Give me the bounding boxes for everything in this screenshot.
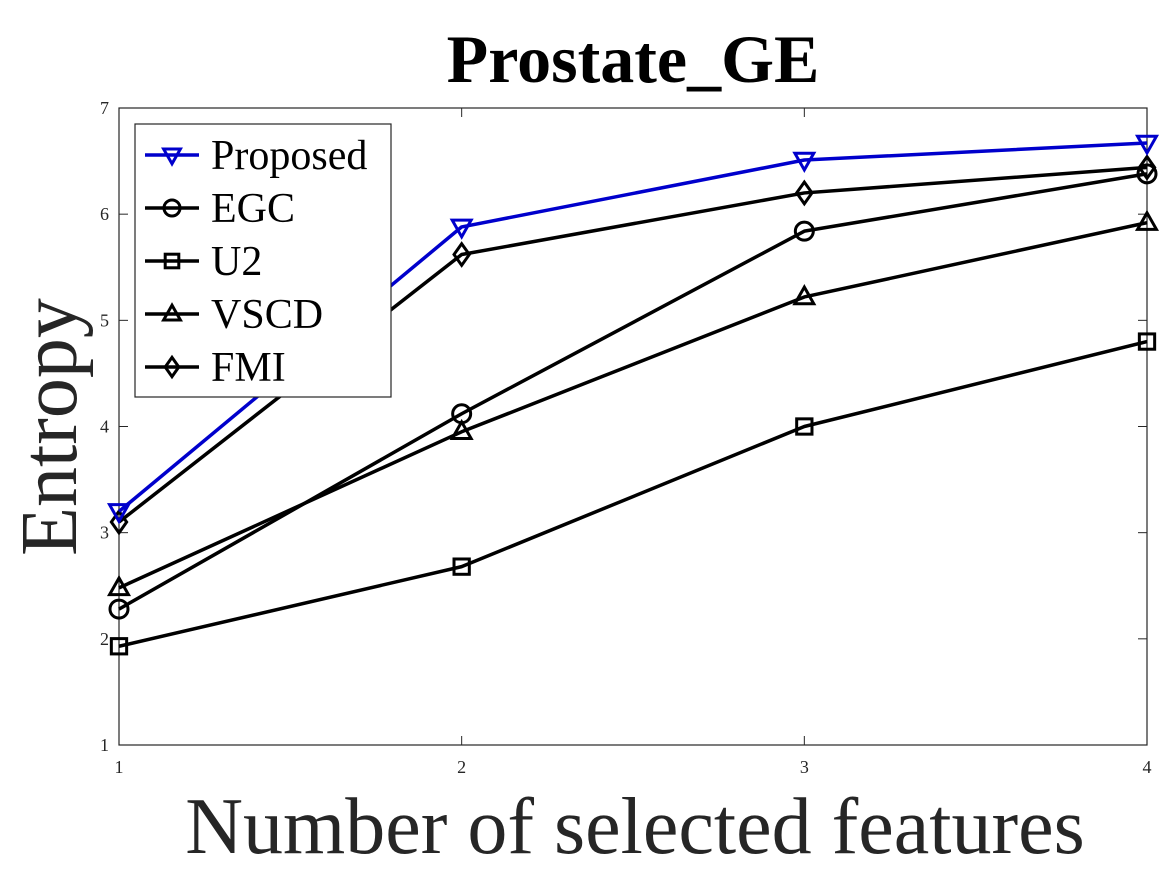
legend-item-fmi: FMI (145, 345, 286, 391)
series-line-vscd (118, 220, 1148, 590)
data-point-fmi (1137, 154, 1157, 181)
data-point-proposed (449, 218, 474, 240)
legend-marker-egc (162, 198, 182, 218)
series-u2 (109, 332, 1157, 656)
data-point-proposed (1134, 134, 1160, 156)
y-tick-label: 2 (100, 629, 109, 649)
data-point-proposed (106, 503, 132, 525)
data-point-egc (1136, 163, 1158, 185)
x-tick-label: 4 (1143, 757, 1152, 777)
data-point-vscd (1134, 209, 1160, 231)
legend: Proposed EGC U2 VSCD FMI (134, 123, 392, 398)
legend-item-egc: EGC (145, 186, 295, 232)
data-point-u2 (452, 557, 471, 576)
legend-label-fmi: FMI (211, 345, 286, 391)
x-tick-label: 1 (115, 757, 124, 777)
y-tick-label: 6 (100, 204, 109, 224)
legend-item-u2: U2 (145, 239, 262, 285)
y-tick-label: 3 (100, 523, 109, 543)
x-axis-label: Number of selected features (185, 783, 1085, 871)
y-tick-label: 5 (100, 310, 109, 330)
data-point-fmi (794, 179, 814, 207)
data-point-u2 (1137, 332, 1157, 351)
legend-marker-fmi (163, 354, 181, 380)
y-tick-label: 1 (100, 735, 109, 755)
y-axis-label: Entropy (6, 298, 94, 556)
x-tick-label: 3 (800, 757, 809, 777)
x-tick-label: 2 (457, 757, 466, 777)
legend-item-vscd: VSCD (145, 292, 323, 338)
legend-marker-proposed (161, 147, 183, 167)
data-point-vscd (449, 418, 474, 441)
data-point-egc (108, 598, 130, 620)
data-point-vscd (792, 284, 817, 306)
legend-label-vscd: VSCD (211, 292, 323, 338)
data-point-u2 (795, 417, 814, 436)
legend-item-proposed: Proposed (145, 133, 367, 179)
data-point-fmi (452, 241, 472, 268)
y-tick-label: 7 (100, 98, 109, 118)
legend-marker-u2 (163, 252, 181, 270)
axes: 1 2 3 4 1 2 3 4 5 6 7 (100, 98, 1152, 777)
legend-label-u2: U2 (211, 239, 262, 285)
legend-label-proposed: Proposed (211, 133, 367, 179)
legend-label-egc: EGC (211, 186, 295, 232)
chart-title: Prostate_GE (447, 21, 820, 97)
data-point-proposed (792, 151, 817, 173)
data-point-egc (793, 220, 815, 242)
data-point-fmi (109, 508, 129, 536)
legend-marker-vscd (161, 302, 183, 322)
data-point-u2 (109, 637, 129, 656)
data-point-vscd (106, 574, 132, 597)
series-line-u2 (118, 339, 1148, 648)
y-tick-label: 4 (100, 417, 109, 437)
series-vscd (106, 209, 1160, 597)
